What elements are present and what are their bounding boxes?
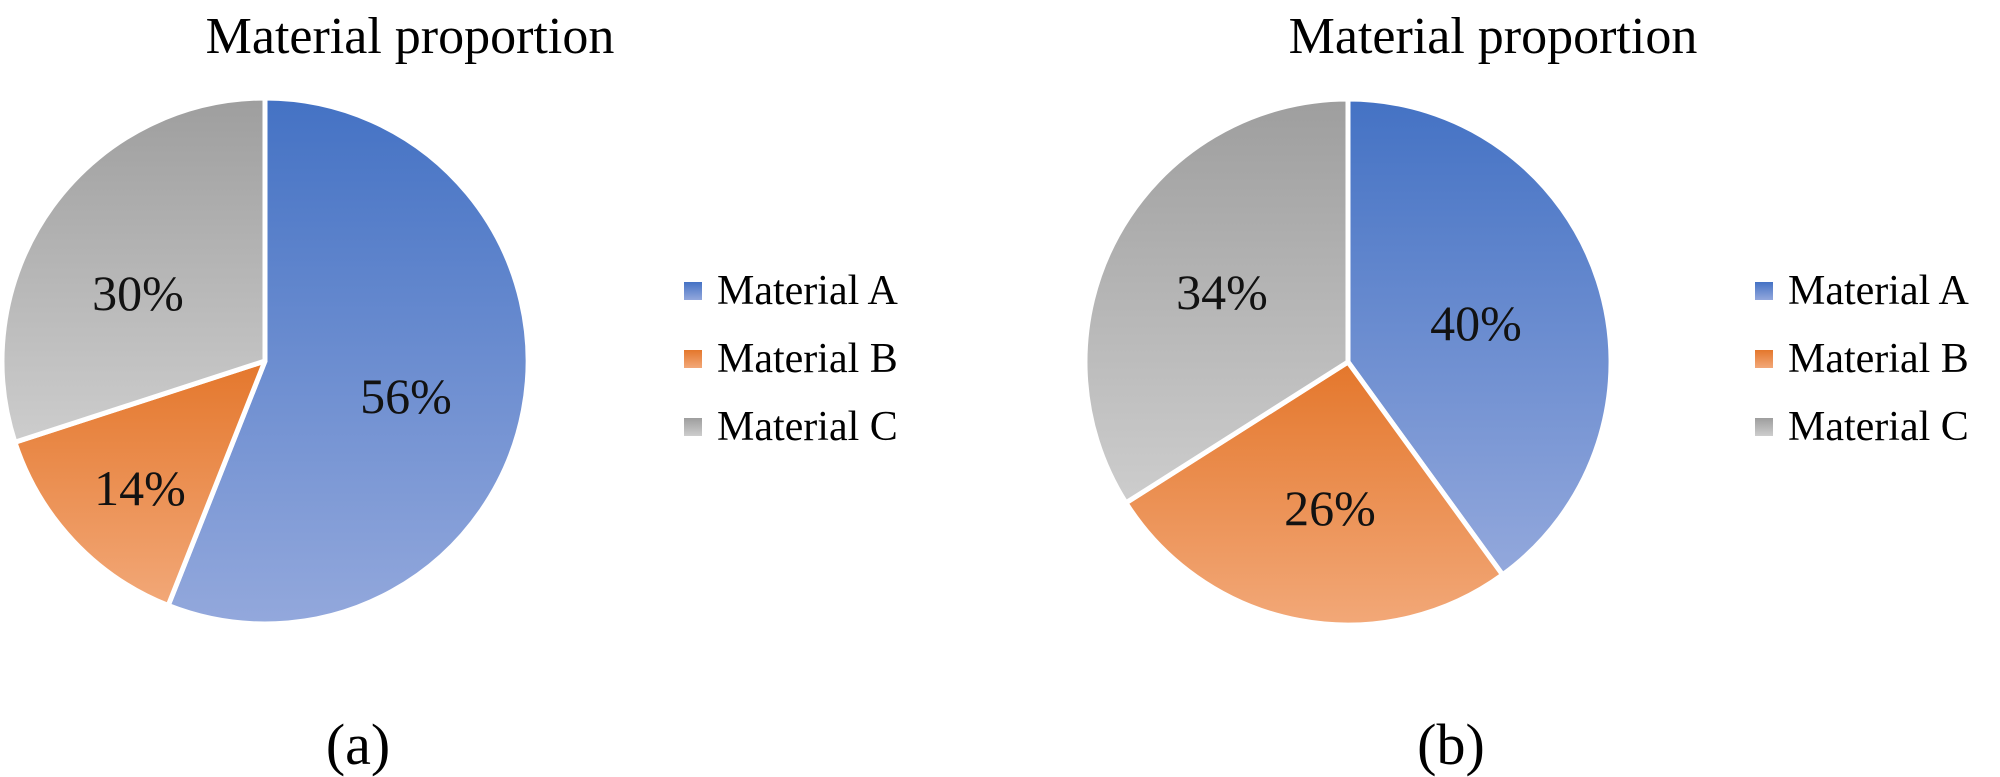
chart-title: Material proportion: [205, 8, 615, 65]
subfigure-caption-b: (b): [1417, 712, 1485, 777]
slice-percent-label-material-b: 26%: [1284, 480, 1376, 536]
pie-slice-material-a: [165, 95, 531, 627]
legend-label: Material C: [1788, 404, 1969, 450]
legend-item-material-b: Material B: [1755, 325, 1969, 393]
pie: [0, 95, 531, 627]
legend-swatch-material-b-icon: [684, 350, 702, 368]
legend: Material A Material B Material C: [1755, 257, 1969, 461]
legend-label: Material A: [717, 268, 898, 314]
legend-swatch-material-c-icon: [1755, 418, 1773, 436]
legend-label: Material B: [1788, 336, 1969, 382]
legend-item-material-b: Material B: [684, 325, 898, 393]
pie-slice-material-a: [1345, 96, 1614, 578]
legend-swatch-material-c-icon: [684, 418, 702, 436]
legend-item-material-c: Material C: [684, 393, 898, 461]
legend-swatch-material-b-icon: [1755, 350, 1773, 368]
slice-percent-label-material-a: 40%: [1430, 295, 1522, 351]
legend-item-material-a: Material A: [684, 257, 898, 325]
legend: Material A Material B Material C: [684, 257, 898, 461]
chart-title: Material proportion: [1288, 8, 1698, 65]
slice-percent-label-material-c: 34%: [1176, 264, 1268, 320]
legend-label: Material B: [717, 336, 898, 382]
slice-percent-label-material-a: 56%: [360, 368, 452, 424]
pie-slice-material-c: [0, 95, 268, 445]
pie-slice-material-c: [1083, 96, 1351, 506]
pie: [1083, 96, 1614, 628]
legend-swatch-material-a-icon: [1755, 282, 1773, 300]
pie-chart-b: Material proportion 40% 26% 34% Material…: [1083, 0, 2000, 777]
legend-label: Material A: [1788, 268, 1969, 314]
subfigure-caption-a: (a): [325, 712, 391, 777]
legend-label: Material C: [717, 404, 898, 450]
legend-item-material-c: Material C: [1755, 393, 1969, 461]
pie-chart-a: Material proportion 56% 14% 30% Material…: [0, 8, 898, 777]
slice-percent-label-material-c: 30%: [92, 265, 184, 321]
slice-percent-label-material-b: 14%: [94, 460, 186, 516]
pie-slice-material-b: [1123, 359, 1506, 628]
legend-swatch-material-a-icon: [684, 282, 702, 300]
legend-item-material-a: Material A: [1755, 257, 1969, 325]
